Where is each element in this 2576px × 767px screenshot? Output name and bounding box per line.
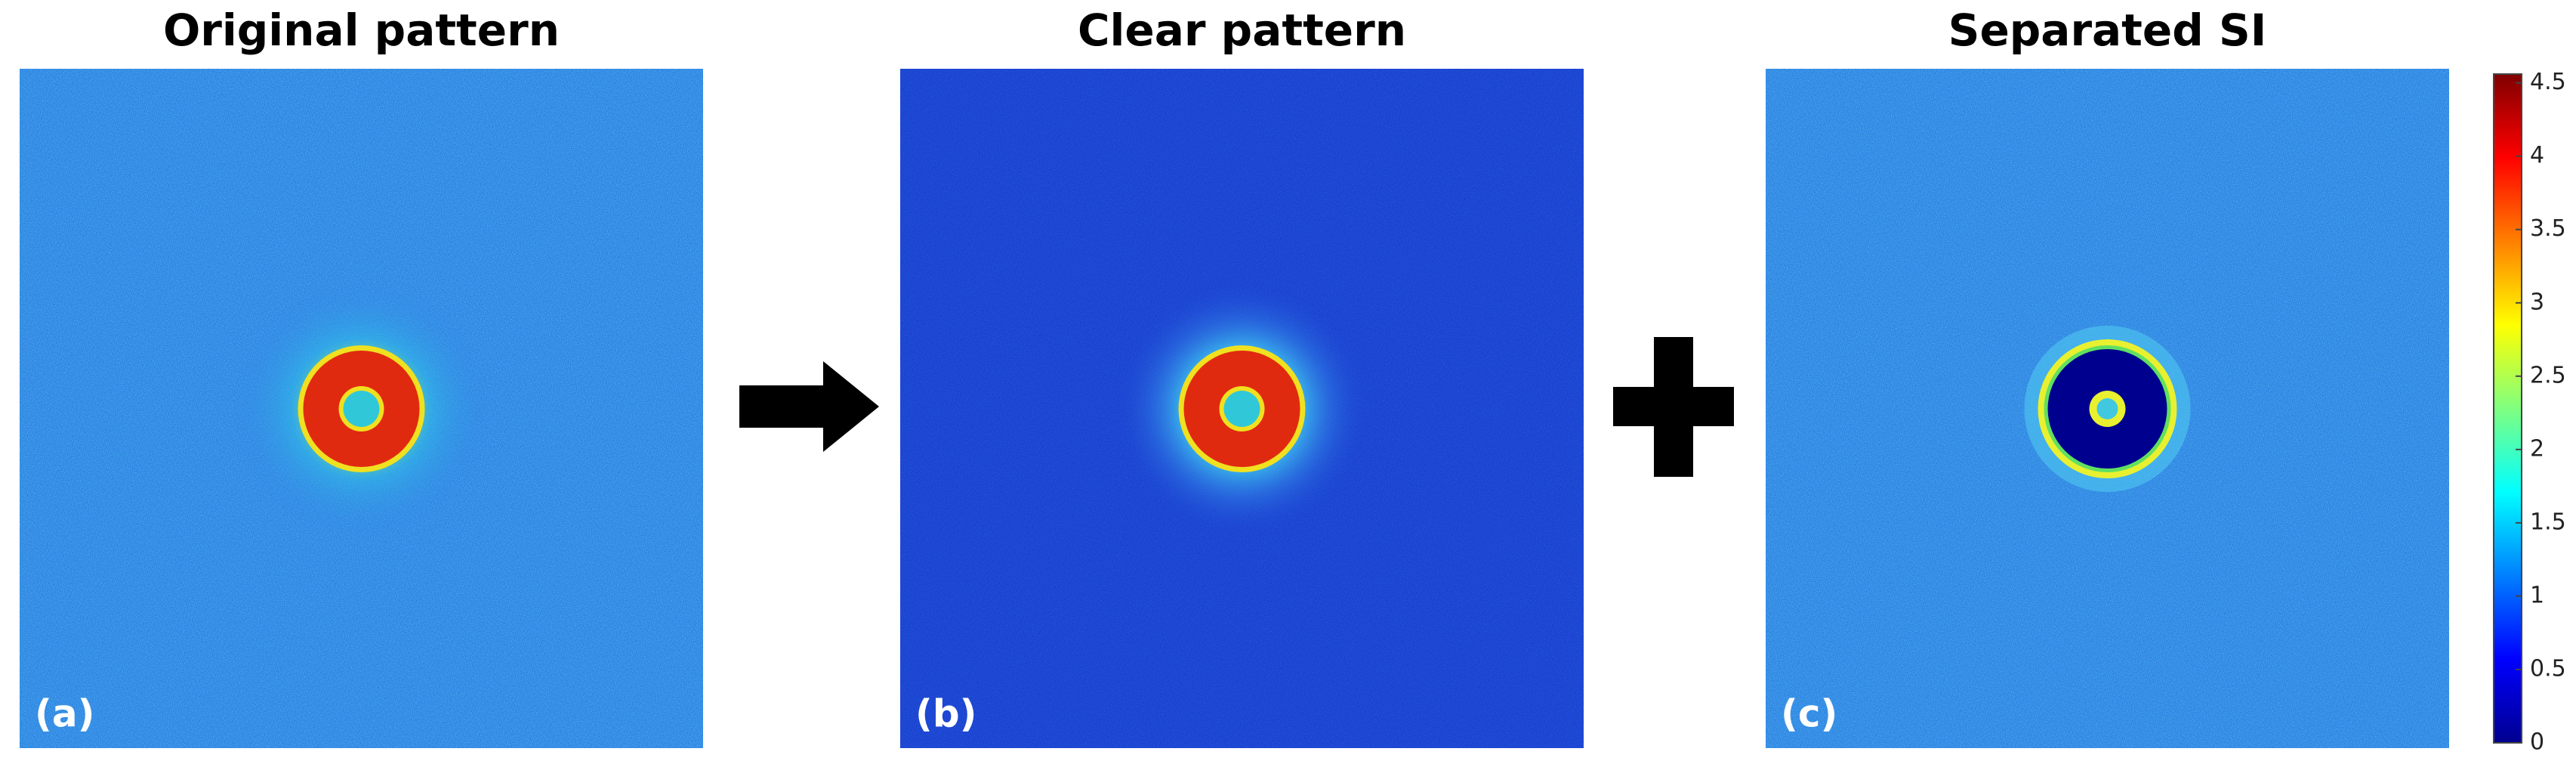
panel-label: (b) — [915, 692, 977, 736]
tick-label: 1.5 — [2530, 509, 2566, 535]
tick-label: 2 — [2530, 435, 2544, 462]
colorbar: 0 0.5 1 1.5 2 2.5 3 3.5 4 4.5 — [2493, 69, 2566, 756]
tick-label: 3 — [2530, 289, 2544, 315]
core — [2096, 398, 2118, 419]
tick-label: 3.5 — [2530, 215, 2566, 242]
tick-label: 1 — [2530, 582, 2544, 608]
panel: Clear pattern (b) — [900, 5, 1584, 748]
core — [1223, 391, 1260, 427]
arrow — [739, 361, 879, 452]
panel-label: (a) — [35, 692, 94, 736]
panel-title: Clear pattern — [1078, 5, 1406, 56]
panel-title: Separated SI — [1948, 5, 2267, 56]
tick-label: 0 — [2530, 729, 2544, 756]
tick-label: 4 — [2530, 142, 2544, 169]
panel: Original pattern (a) — [20, 5, 703, 748]
tick-label: 4.5 — [2530, 69, 2566, 95]
core — [343, 391, 380, 427]
panel-title: Original pattern — [163, 5, 560, 56]
tick-label: 0.5 — [2530, 655, 2566, 682]
panels: Original pattern (a) Clear pattern (b) Separ… — [20, 5, 2449, 748]
panel-label: (c) — [1781, 692, 1837, 736]
panel: Separated SI (c) — [1766, 5, 2449, 748]
tick-label: 2.5 — [2530, 362, 2566, 388]
plus — [1613, 337, 1734, 477]
